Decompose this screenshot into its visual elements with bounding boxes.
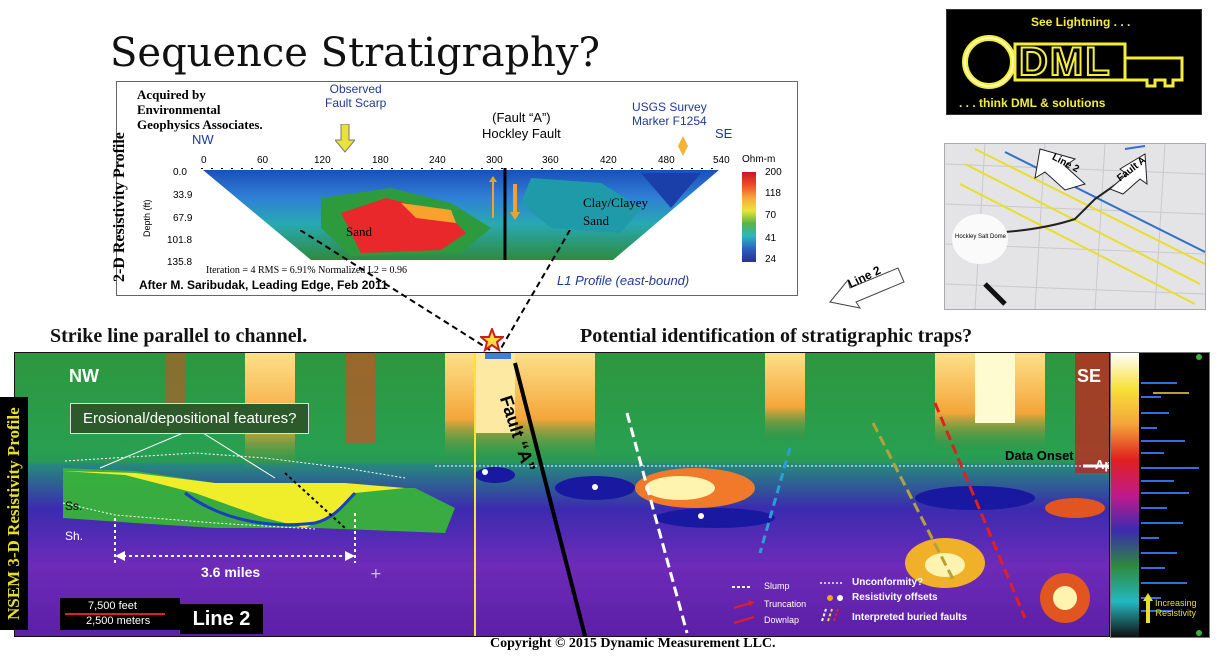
nsem-side-label: NSEM 3-D Resistivity Profile bbox=[0, 397, 28, 630]
legend-slump: Slump bbox=[764, 581, 790, 591]
logo-dml-text: DML bbox=[1018, 39, 1112, 85]
inset-2d-profile: 2-D Resistivity Profile Acquired by Envi… bbox=[111, 81, 798, 296]
depth-tick: 33.9 bbox=[173, 190, 193, 201]
page-title: Sequence Stratigraphy? bbox=[110, 30, 600, 76]
log-trace bbox=[1141, 354, 1202, 636]
inset-resistivity-section bbox=[201, 168, 721, 260]
observed-scarp-label: Observed Fault Scarp bbox=[325, 82, 387, 110]
legend: Slump Truncation Downlap Unconformity? R… bbox=[730, 575, 990, 633]
line2-arrow-icon bbox=[829, 267, 905, 309]
x-tick: 0 bbox=[201, 155, 207, 166]
resistivity-log: Increasing Resistivity bbox=[1110, 352, 1210, 638]
line2-badge: Line 2 bbox=[180, 604, 263, 634]
map-roads bbox=[945, 144, 1205, 309]
legend-truncation: Truncation bbox=[764, 599, 807, 609]
miles-label: 3.6 miles bbox=[201, 564, 261, 580]
map-dome-label: Hockley Salt Dome bbox=[955, 234, 1007, 240]
legend-downlap: Downlap bbox=[764, 615, 800, 625]
x-tick: 180 bbox=[372, 155, 389, 166]
legend-unconformity: Unconformity? bbox=[852, 577, 924, 588]
x-tick: 360 bbox=[542, 155, 559, 166]
clay-label: Clay/Clayey Sand bbox=[583, 195, 648, 228]
scale-feet: 7,500 feet bbox=[88, 600, 137, 612]
star-icon bbox=[480, 328, 504, 352]
left-heading: Strike line parallel to channel. bbox=[50, 325, 308, 347]
nsem-section: + NW SE Fault “A” Erosional/depositional… bbox=[14, 352, 1110, 637]
sand-label: Sand bbox=[346, 224, 372, 239]
scale-tick: 70 bbox=[765, 210, 777, 221]
approx-depth-label: Approx. 5,400’ bbox=[1095, 457, 1109, 472]
increasing-label: Increasing Resistivity bbox=[1155, 598, 1197, 618]
location-map: Line 2 Fault A Hockley Salt Dome bbox=[944, 143, 1206, 310]
legend-faults: Interpreted buried faults bbox=[852, 612, 968, 623]
color-scale-bar bbox=[742, 172, 756, 262]
connector-lines bbox=[300, 230, 571, 351]
diamond-marker-icon bbox=[678, 136, 688, 156]
section-se-label: SE bbox=[1077, 366, 1102, 386]
inset-se-label: SE bbox=[715, 126, 733, 141]
depth-tick: 0.0 bbox=[173, 167, 187, 178]
depth-tick: 135.8 bbox=[167, 257, 193, 268]
svg-text:+: + bbox=[370, 566, 382, 582]
scale-meters: 2,500 meters bbox=[86, 615, 151, 627]
profile-label: L1 Profile (east-bound) bbox=[557, 273, 690, 288]
legend-offsets: Resistivity offsets bbox=[852, 592, 938, 603]
x-tick: 60 bbox=[257, 155, 269, 166]
nsem-heatmap: + bbox=[15, 353, 1109, 636]
scale-tick: 200 bbox=[765, 167, 782, 178]
after-citation: After M. Saribudak, Leading Edge, Feb 20… bbox=[139, 278, 388, 292]
inset-nw-label: NW bbox=[192, 132, 214, 147]
x-tick: 240 bbox=[429, 155, 446, 166]
erosional-callout: Erosional/depositional features? bbox=[70, 403, 310, 434]
scale-tick: 41 bbox=[765, 233, 777, 244]
logo-tagline-bottom: . . . think DML & solutions bbox=[959, 96, 1106, 110]
x-tick: 300 bbox=[486, 155, 503, 166]
iteration-stats: Iteration = 4 RMS = 6.91% Normalized L2 … bbox=[206, 265, 408, 276]
x-tick: 480 bbox=[658, 155, 675, 166]
copyright: Copyright © 2015 Dynamic Measurement LLC… bbox=[490, 636, 776, 651]
log-color-strip bbox=[1111, 353, 1139, 637]
down-arrow-icon bbox=[335, 124, 355, 153]
section-nw-label: NW bbox=[69, 366, 99, 386]
key-icon bbox=[962, 35, 1184, 89]
scale-unit: Ohm-m bbox=[742, 154, 776, 165]
usgs-marker-label: USGS Survey Marker F1254 bbox=[632, 100, 707, 128]
data-onset-label: Data Onset bbox=[1005, 448, 1074, 463]
x-tick: 540 bbox=[713, 155, 730, 166]
fault-a-label: (Fault “A”) Hockley Fault bbox=[482, 110, 561, 141]
x-tick: 420 bbox=[600, 155, 617, 166]
sh-label: Sh. bbox=[65, 529, 84, 543]
up-arrow-icon bbox=[1143, 593, 1153, 623]
x-tick: 120 bbox=[314, 155, 331, 166]
acquired-by: Acquired by Environmental Geophysics Ass… bbox=[137, 87, 263, 132]
inset-side-label: 2-D Resistivity Profile bbox=[111, 132, 128, 282]
right-heading: Potential identification of stratigraphi… bbox=[580, 325, 973, 347]
ss-label: Ss. bbox=[65, 499, 83, 513]
depth-tick: 67.9 bbox=[173, 213, 193, 224]
scale-tick: 118 bbox=[765, 188, 781, 199]
scale-tick: 24 bbox=[765, 254, 777, 265]
depth-tick: 101.8 bbox=[167, 235, 193, 246]
scale-bar: 7,500 feet 2,500 meters bbox=[60, 598, 180, 630]
logo-tagline-top: See Lightning . . . bbox=[1031, 15, 1131, 29]
depth-axis-label: Depth (ft) bbox=[142, 199, 152, 237]
dml-logo: See Lightning . . . DML . . . think DML … bbox=[946, 9, 1202, 115]
